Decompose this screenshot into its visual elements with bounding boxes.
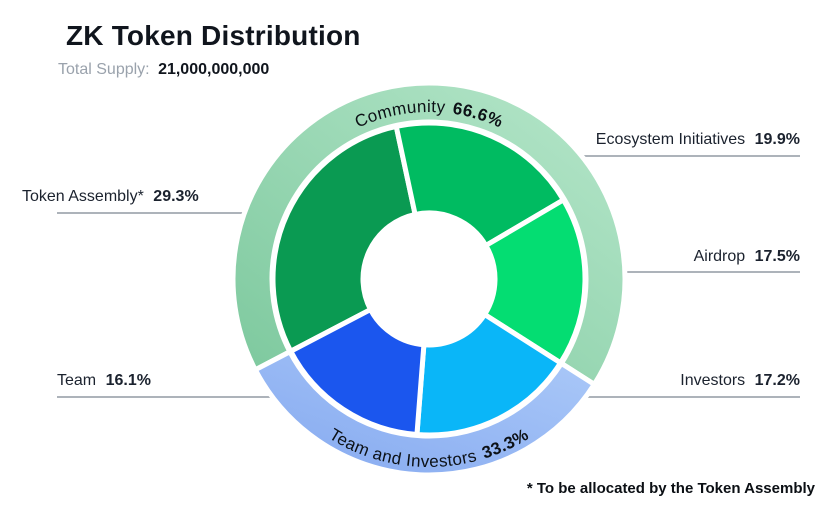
label-ecosystem-initiatives: Ecosystem Initiatives 19.9%	[596, 131, 800, 149]
ring-team-and-investors	[252, 349, 597, 478]
investors-name: Investors	[680, 372, 746, 389]
label-airdrop: Airdrop 17.5%	[694, 248, 800, 266]
team-and-investors-ring-name: Team and Investors	[326, 425, 479, 471]
ring-community	[230, 80, 628, 387]
page-title: ZK Token Distribution	[66, 20, 361, 51]
label-token-assembly: Token Assembly* 29.3%	[22, 188, 199, 206]
airdrop-name: Airdrop	[693, 248, 746, 265]
team-name: Team	[57, 372, 97, 389]
team-and-investors-ring-value: 33.3%	[480, 425, 532, 463]
label-investors: Investors 17.2%	[680, 372, 800, 390]
community-ring-name: Community	[352, 97, 446, 132]
segment-token-assembly	[270, 123, 418, 354]
token-assembly-value: 29.3%	[153, 188, 199, 205]
investors-value: 17.2%	[754, 372, 800, 389]
segment-team	[288, 307, 427, 438]
label-team: Team 16.1%	[57, 372, 151, 390]
airdrop-value: 17.5%	[754, 248, 800, 265]
community-ring-value: 66.6%	[451, 99, 505, 132]
segment-investors	[414, 311, 564, 438]
curved-label-team-and-investors: Team and Investors33.3%	[326, 425, 532, 471]
segment-airdrop	[482, 197, 588, 366]
inner-donut	[270, 120, 588, 438]
total-supply-label: Total Supply:	[58, 61, 150, 78]
ecosystem-initiatives-name: Ecosystem Initiatives	[595, 131, 746, 148]
outer-ring	[230, 80, 628, 478]
curved-ring-labels: Community 66.6% Team and Investors33.3%	[326, 97, 532, 471]
team-value: 16.1%	[105, 372, 151, 389]
ecosystem-initiatives-value: 19.9%	[754, 131, 800, 148]
token-assembly-name: Token Assembly*	[22, 188, 144, 205]
total-supply-value: 21,000,000,000	[158, 61, 270, 78]
total-supply: Total Supply: 21,000,000,000	[58, 61, 269, 79]
segment-ecosystem-initiatives	[393, 120, 566, 249]
footnote: * To be allocated by the Token Assembly	[526, 480, 815, 497]
curved-label-community: Community 66.6%	[352, 97, 506, 132]
